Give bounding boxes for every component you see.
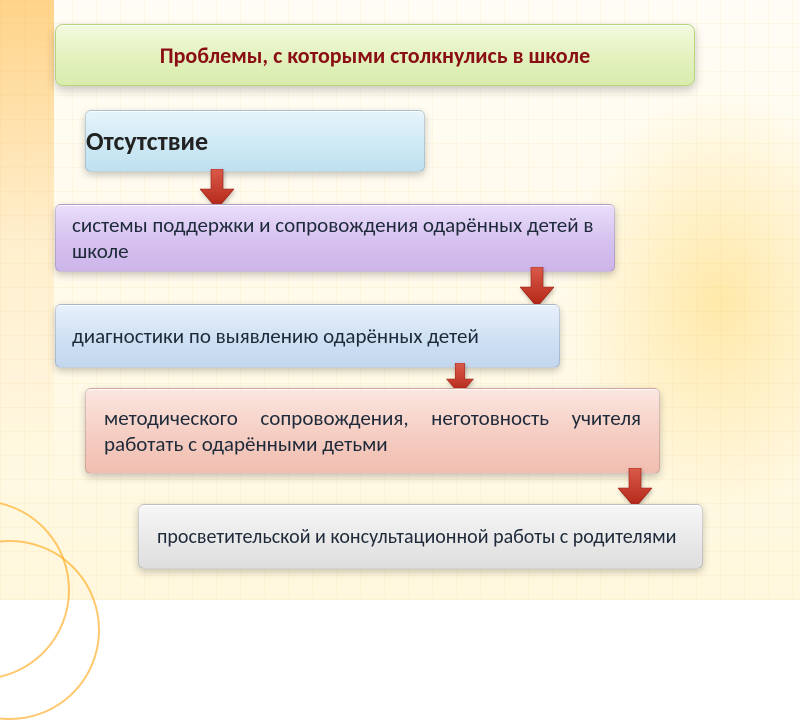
- slide-title: Проблемы, с которыми столкнулись в школе: [160, 42, 590, 69]
- arrow-icon: [618, 468, 652, 508]
- box-diagnostics: диагностики по выявлению одарённых детей: [55, 304, 560, 368]
- slide-title-bar: Проблемы, с которыми столкнулись в школе: [55, 24, 695, 86]
- box-absence-label: Отсутствие: [86, 125, 424, 157]
- arrow-icon: [520, 267, 554, 307]
- box-support-label: системы поддержки и сопровождения одарён…: [72, 212, 598, 264]
- box-absence: Отсутствие: [85, 110, 425, 172]
- box-diagnostics-label: диагностики по выявлению одарённых детей: [72, 323, 543, 349]
- box-parents: просветительской и консультационной рабо…: [138, 504, 703, 569]
- box-methodical-label: методического сопровождения, неготовност…: [104, 405, 641, 457]
- box-methodical: методического сопровождения, неготовност…: [85, 388, 660, 474]
- arrow-icon: [200, 169, 234, 209]
- box-support: системы поддержки и сопровождения одарён…: [55, 204, 615, 272]
- box-parents-label: просветительской и консультационной рабо…: [157, 525, 684, 549]
